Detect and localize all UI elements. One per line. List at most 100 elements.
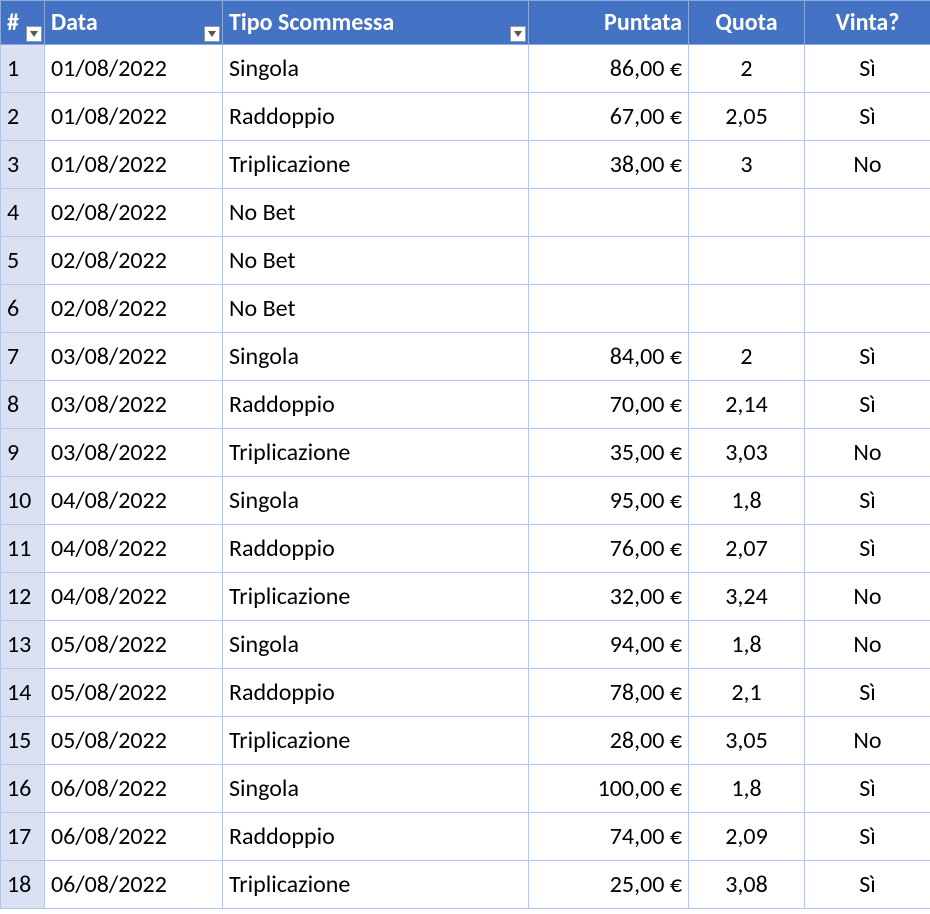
header-tipo[interactable]: Tipo Scommessa: [223, 1, 529, 45]
header-vinta[interactable]: Vinta?: [805, 1, 930, 45]
cell-tipo[interactable]: Triplicazione: [223, 861, 529, 909]
cell-idx[interactable]: 18: [1, 861, 45, 909]
cell-data[interactable]: 04/08/2022: [45, 525, 223, 573]
cell-idx[interactable]: 4: [1, 189, 45, 237]
cell-quota[interactable]: 3,05: [689, 717, 805, 765]
cell-idx[interactable]: 9: [1, 429, 45, 477]
cell-quota[interactable]: 2,14: [689, 381, 805, 429]
cell-vinta[interactable]: [805, 237, 930, 285]
header-data[interactable]: Data: [45, 1, 223, 45]
cell-vinta[interactable]: Sì: [805, 477, 930, 525]
cell-idx[interactable]: 12: [1, 573, 45, 621]
cell-tipo[interactable]: No Bet: [223, 189, 529, 237]
cell-puntata[interactable]: 28,00 €: [529, 717, 689, 765]
cell-idx[interactable]: 11: [1, 525, 45, 573]
cell-vinta[interactable]: No: [805, 141, 930, 189]
cell-quota[interactable]: [689, 189, 805, 237]
cell-data[interactable]: 02/08/2022: [45, 189, 223, 237]
cell-puntata[interactable]: 25,00 €: [529, 861, 689, 909]
cell-vinta[interactable]: Sì: [805, 861, 930, 909]
cell-quota[interactable]: 3,24: [689, 573, 805, 621]
cell-quota[interactable]: [689, 237, 805, 285]
cell-tipo[interactable]: Raddoppio: [223, 381, 529, 429]
cell-idx[interactable]: 10: [1, 477, 45, 525]
cell-idx[interactable]: 3: [1, 141, 45, 189]
cell-data[interactable]: 04/08/2022: [45, 573, 223, 621]
cell-tipo[interactable]: Raddoppio: [223, 525, 529, 573]
cell-data[interactable]: 01/08/2022: [45, 45, 223, 93]
cell-tipo[interactable]: Triplicazione: [223, 717, 529, 765]
cell-idx[interactable]: 13: [1, 621, 45, 669]
header-quota[interactable]: Quota: [689, 1, 805, 45]
cell-vinta[interactable]: No: [805, 429, 930, 477]
cell-quota[interactable]: 2: [689, 333, 805, 381]
cell-puntata[interactable]: 94,00 €: [529, 621, 689, 669]
cell-quota[interactable]: 3: [689, 141, 805, 189]
cell-tipo[interactable]: Triplicazione: [223, 429, 529, 477]
cell-idx[interactable]: 17: [1, 813, 45, 861]
cell-vinta[interactable]: Sì: [805, 45, 930, 93]
cell-data[interactable]: 05/08/2022: [45, 717, 223, 765]
cell-puntata[interactable]: 95,00 €: [529, 477, 689, 525]
cell-data[interactable]: 06/08/2022: [45, 861, 223, 909]
cell-puntata[interactable]: 32,00 €: [529, 573, 689, 621]
cell-vinta[interactable]: [805, 285, 930, 333]
cell-quota[interactable]: 1,8: [689, 477, 805, 525]
cell-data[interactable]: 02/08/2022: [45, 237, 223, 285]
cell-quota[interactable]: 3,03: [689, 429, 805, 477]
cell-vinta[interactable]: Sì: [805, 93, 930, 141]
cell-quota[interactable]: 1,8: [689, 765, 805, 813]
cell-tipo[interactable]: Singola: [223, 333, 529, 381]
cell-data[interactable]: 03/08/2022: [45, 333, 223, 381]
cell-quota[interactable]: 2,07: [689, 525, 805, 573]
filter-dropdown-icon[interactable]: [510, 26, 526, 42]
cell-idx[interactable]: 1: [1, 45, 45, 93]
cell-tipo[interactable]: Triplicazione: [223, 141, 529, 189]
cell-tipo[interactable]: Raddoppio: [223, 813, 529, 861]
filter-dropdown-icon[interactable]: [204, 26, 220, 42]
cell-vinta[interactable]: No: [805, 621, 930, 669]
cell-puntata[interactable]: 100,00 €: [529, 765, 689, 813]
cell-vinta[interactable]: Sì: [805, 381, 930, 429]
cell-tipo[interactable]: Triplicazione: [223, 573, 529, 621]
cell-idx[interactable]: 5: [1, 237, 45, 285]
cell-data[interactable]: 02/08/2022: [45, 285, 223, 333]
cell-quota[interactable]: 2,09: [689, 813, 805, 861]
cell-quota[interactable]: 3,08: [689, 861, 805, 909]
cell-vinta[interactable]: Sì: [805, 525, 930, 573]
header-puntata[interactable]: Puntata: [529, 1, 689, 45]
cell-data[interactable]: 05/08/2022: [45, 621, 223, 669]
cell-tipo[interactable]: No Bet: [223, 285, 529, 333]
cell-puntata[interactable]: [529, 285, 689, 333]
cell-idx[interactable]: 7: [1, 333, 45, 381]
cell-data[interactable]: 04/08/2022: [45, 477, 223, 525]
cell-vinta[interactable]: No: [805, 717, 930, 765]
cell-quota[interactable]: 1,8: [689, 621, 805, 669]
cell-tipo[interactable]: No Bet: [223, 237, 529, 285]
cell-data[interactable]: 03/08/2022: [45, 429, 223, 477]
cell-puntata[interactable]: 74,00 €: [529, 813, 689, 861]
filter-dropdown-icon[interactable]: [26, 26, 42, 42]
cell-tipo[interactable]: Singola: [223, 45, 529, 93]
cell-puntata[interactable]: 35,00 €: [529, 429, 689, 477]
cell-quota[interactable]: 2: [689, 45, 805, 93]
cell-idx[interactable]: 6: [1, 285, 45, 333]
cell-puntata[interactable]: 86,00 €: [529, 45, 689, 93]
cell-data[interactable]: 06/08/2022: [45, 813, 223, 861]
cell-idx[interactable]: 2: [1, 93, 45, 141]
cell-tipo[interactable]: Singola: [223, 765, 529, 813]
cell-tipo[interactable]: Raddoppio: [223, 93, 529, 141]
cell-puntata[interactable]: 67,00 €: [529, 93, 689, 141]
cell-puntata[interactable]: 76,00 €: [529, 525, 689, 573]
cell-idx[interactable]: 16: [1, 765, 45, 813]
cell-quota[interactable]: [689, 285, 805, 333]
cell-puntata[interactable]: [529, 237, 689, 285]
cell-data[interactable]: 01/08/2022: [45, 141, 223, 189]
cell-idx[interactable]: 14: [1, 669, 45, 717]
cell-vinta[interactable]: Sì: [805, 333, 930, 381]
cell-data[interactable]: 01/08/2022: [45, 93, 223, 141]
cell-puntata[interactable]: 78,00 €: [529, 669, 689, 717]
cell-vinta[interactable]: Sì: [805, 765, 930, 813]
cell-tipo[interactable]: Singola: [223, 621, 529, 669]
cell-vinta[interactable]: No: [805, 573, 930, 621]
